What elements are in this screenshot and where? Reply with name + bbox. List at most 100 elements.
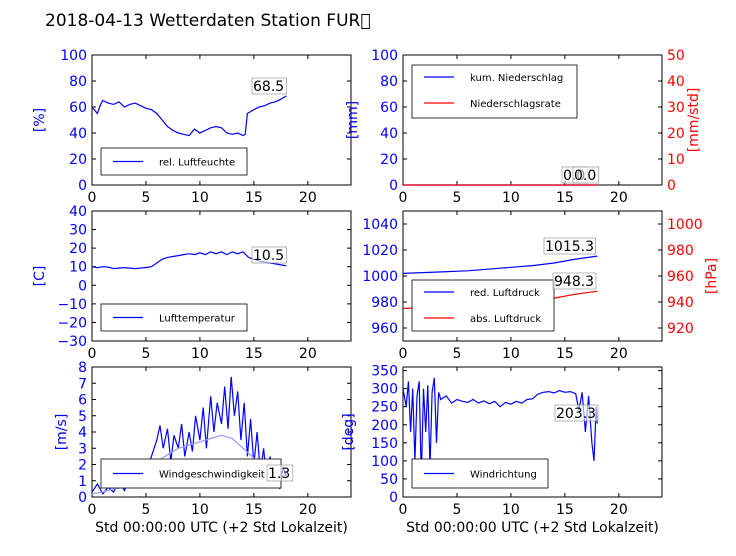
legend: Windgeschwindigkeit (100, 458, 282, 489)
value-annotation: 948.3 (554, 274, 594, 290)
x-tick-label: 10 (191, 502, 209, 518)
x-tick-label: 5 (452, 190, 461, 206)
y-tick-label: 6 (78, 393, 87, 409)
series-line-1 (402, 255, 598, 274)
legend-box (100, 147, 248, 176)
legend: kum. Niederschlag Niederschlagsrate (411, 64, 578, 119)
y-tick-label: 0 (389, 178, 398, 194)
series-line-1 (402, 377, 598, 479)
panel-pressure: 0 5 10 15 20 960 980 1000 1020 1040 920 940 960 980 10… (362, 210, 720, 362)
x-axis-label: Std 00:00:00 UTC (+2 Std Lokalzeit) (95, 520, 348, 536)
value-annotation: 68.5 (253, 79, 284, 95)
y-tick-label: 0 (78, 278, 87, 294)
x-tick-label: 10 (502, 190, 520, 206)
x-tick-label: 15 (245, 346, 263, 362)
legend-label: Windrichtung (470, 470, 537, 481)
x-tick-label: 0 (88, 190, 97, 206)
y-tick-label: 100 (371, 48, 398, 64)
y-axis-label: [C] (32, 266, 48, 287)
legend-box (411, 64, 578, 119)
y-tick-label: 0 (78, 178, 87, 194)
value-annotation: 0.0 (574, 168, 596, 184)
y-tick-label: 200 (371, 418, 398, 434)
y-axis-label: [%] (32, 108, 48, 132)
legend: Lufttemperatur (100, 303, 248, 332)
y-tick-label: 30 (69, 223, 87, 239)
y2-tick-label: 920 (667, 321, 694, 337)
x-tick-label: 15 (245, 190, 263, 206)
value-annotation: 1.3 (268, 466, 290, 482)
y-tick-label: 60 (69, 100, 87, 116)
y-tick-label: 40 (69, 204, 87, 220)
x-tick-label: 0 (399, 502, 408, 518)
y-tick-label: 20 (69, 152, 87, 168)
y-tick-label: 60 (380, 100, 398, 116)
legend-label: rel. Luftfeuchte (159, 158, 235, 169)
y-tick-label: 100 (60, 48, 87, 64)
y-tick-label: 8 (78, 360, 87, 376)
x-tick-label: 10 (502, 502, 520, 518)
y-tick-label: 250 (371, 400, 398, 416)
y2-tick-label: 40 (667, 74, 685, 90)
y-tick-label: 40 (69, 126, 87, 142)
legend: rel. Luftfeuchte (100, 147, 248, 176)
legend-label: kum. Niederschlag (470, 73, 563, 84)
x-tick-label: 5 (452, 502, 461, 518)
x-tick-label: 20 (610, 502, 628, 518)
x-tick-label: 5 (452, 346, 461, 362)
y2-tick-label: 940 (667, 295, 694, 311)
y2-tick-label: 980 (667, 243, 694, 259)
y-tick-label: 100 (371, 454, 398, 470)
y-tick-label: 2 (78, 458, 87, 474)
x-tick-label: 20 (610, 190, 628, 206)
legend-label: Lufttemperatur (159, 314, 236, 325)
value-annotation: 1015.3 (545, 239, 594, 255)
y-tick-label: 20 (380, 152, 398, 168)
y-tick-label: 300 (371, 382, 398, 398)
y2-tick-label: 1000 (667, 217, 703, 233)
x-tick-label: 0 (399, 190, 408, 206)
annotation-box (251, 246, 287, 264)
value-annotation: 10.5 (253, 248, 284, 264)
x-tick-label: 0 (88, 502, 97, 518)
annotation-box (266, 464, 294, 482)
legend-box (411, 279, 555, 332)
annotation-box (552, 272, 597, 290)
x-tick-label: 15 (556, 190, 574, 206)
series-line-1 (91, 95, 287, 137)
annotation-box (543, 237, 596, 255)
y-axis-label: [m/s] (54, 414, 70, 451)
legend-label: red. Luftdruck (470, 288, 540, 299)
legend: red. Luftdruck abs. Luftdruck (411, 279, 555, 332)
y-tick-label: 1000 (362, 269, 398, 285)
y-tick-label: 80 (380, 74, 398, 90)
y-tick-label: −20 (57, 315, 87, 331)
y2-tick-label: 0 (667, 178, 676, 194)
y-tick-label: 960 (371, 321, 398, 337)
y-tick-label: 5 (78, 409, 87, 425)
y-axis-label: [mm] (345, 101, 361, 139)
x-tick-label: 0 (88, 346, 97, 362)
legend-label: abs. Luftdruck (470, 314, 541, 325)
y-tick-label: 0 (389, 490, 398, 506)
x-tick-label: 5 (141, 502, 150, 518)
y-tick-label: −10 (57, 297, 87, 313)
y-tick-label: 10 (69, 260, 87, 276)
y-tick-label: 1 (78, 474, 87, 490)
y2-axis-label: [hPa] (704, 258, 720, 294)
panel-precipitation: 0 5 10 15 20 0 20 40 60 80 100 0 10 20 30 40 50 [mm] [mm/s… (345, 48, 702, 206)
y-tick-label: 80 (69, 74, 87, 90)
x-tick-label: 0 (399, 346, 408, 362)
y-tick-label: 4 (78, 425, 87, 441)
annotation-box (251, 77, 287, 95)
annotation-box (572, 166, 600, 184)
x-tick-label: 20 (299, 346, 317, 362)
x-tick-label: 15 (245, 502, 263, 518)
x-tick-label: 15 (556, 346, 574, 362)
y-tick-label: 150 (371, 436, 398, 452)
y2-tick-label: 50 (667, 48, 685, 64)
y-tick-label: 1020 (362, 243, 398, 259)
